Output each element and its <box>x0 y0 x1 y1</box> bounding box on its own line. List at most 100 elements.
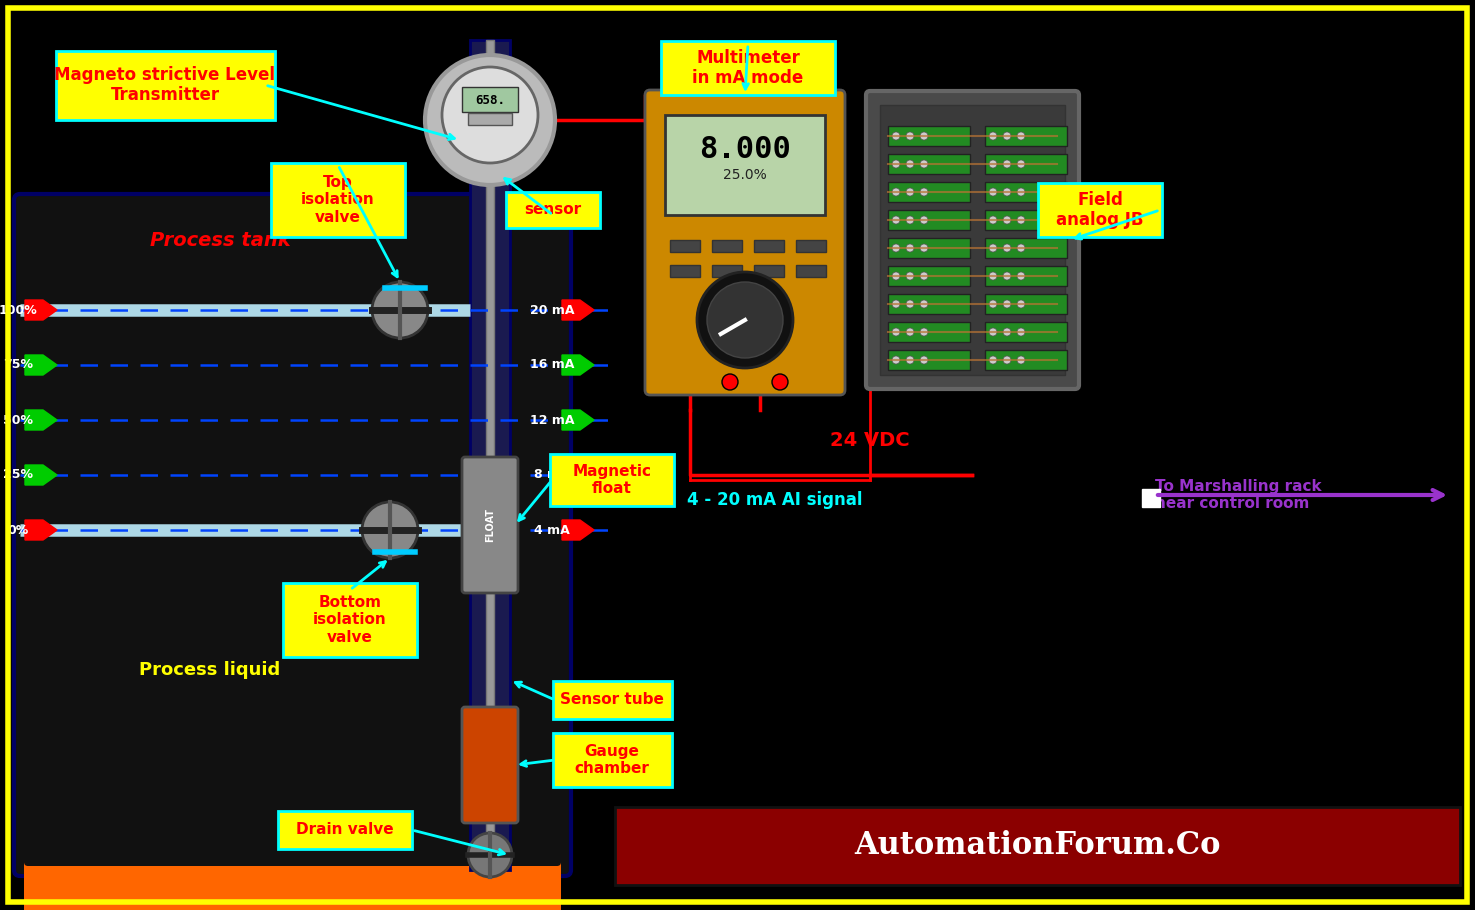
FancyArrow shape <box>25 300 58 320</box>
Bar <box>985 322 1066 342</box>
Circle shape <box>1003 328 1010 336</box>
Circle shape <box>920 328 928 336</box>
Circle shape <box>990 188 997 196</box>
Circle shape <box>698 272 794 368</box>
Circle shape <box>990 132 997 140</box>
Text: 25.0%: 25.0% <box>723 168 767 182</box>
Bar <box>754 240 785 252</box>
Text: 25%: 25% <box>3 469 32 481</box>
Circle shape <box>442 67 538 163</box>
FancyBboxPatch shape <box>553 733 671 787</box>
Text: Gauge
chamber: Gauge chamber <box>575 743 649 776</box>
FancyBboxPatch shape <box>866 91 1080 389</box>
Text: Field
analog JB: Field analog JB <box>1056 190 1143 229</box>
Bar <box>888 294 971 314</box>
Text: 8.000: 8.000 <box>699 136 791 165</box>
Circle shape <box>990 160 997 168</box>
Circle shape <box>1016 188 1025 196</box>
FancyBboxPatch shape <box>462 457 518 593</box>
Circle shape <box>771 374 788 390</box>
Circle shape <box>425 55 555 185</box>
Text: FLOAT: FLOAT <box>485 508 496 542</box>
Bar <box>985 182 1066 202</box>
Circle shape <box>1016 132 1025 140</box>
Text: Top
isolation
valve: Top isolation valve <box>301 175 375 225</box>
Circle shape <box>1003 188 1010 196</box>
Circle shape <box>906 132 914 140</box>
Text: Drain valve: Drain valve <box>296 823 394 837</box>
Circle shape <box>920 356 928 364</box>
Text: 8 mA: 8 mA <box>534 469 569 481</box>
Bar <box>888 322 971 342</box>
Bar <box>888 350 971 370</box>
Text: 24 VDC: 24 VDC <box>830 430 910 450</box>
Bar <box>985 210 1066 230</box>
Circle shape <box>721 374 738 390</box>
Circle shape <box>906 160 914 168</box>
Bar <box>670 265 701 277</box>
Circle shape <box>1016 244 1025 252</box>
FancyBboxPatch shape <box>506 192 600 228</box>
Text: Sensor tube: Sensor tube <box>560 693 664 707</box>
FancyArrow shape <box>25 465 58 485</box>
Text: 12 mA: 12 mA <box>530 413 574 427</box>
Circle shape <box>906 216 914 224</box>
Text: 100%: 100% <box>0 304 37 317</box>
FancyBboxPatch shape <box>645 90 845 395</box>
Bar <box>462 87 518 112</box>
Circle shape <box>990 216 997 224</box>
Bar <box>888 238 971 258</box>
Circle shape <box>892 160 900 168</box>
Bar <box>796 240 826 252</box>
Circle shape <box>892 244 900 252</box>
FancyBboxPatch shape <box>550 454 674 506</box>
Circle shape <box>892 272 900 280</box>
Circle shape <box>990 356 997 364</box>
Circle shape <box>1003 244 1010 252</box>
Circle shape <box>990 300 997 308</box>
Bar <box>670 240 701 252</box>
Bar <box>665 115 825 215</box>
Bar <box>985 350 1066 370</box>
FancyArrow shape <box>562 410 594 430</box>
Text: AutomationForum.Co: AutomationForum.Co <box>854 831 1221 862</box>
Circle shape <box>906 188 914 196</box>
Circle shape <box>892 356 900 364</box>
Text: 50%: 50% <box>3 413 32 427</box>
Text: 4 mA: 4 mA <box>534 523 569 537</box>
Circle shape <box>892 132 900 140</box>
Circle shape <box>920 132 928 140</box>
Text: Multimeter
in mA mode: Multimeter in mA mode <box>692 48 804 87</box>
FancyBboxPatch shape <box>56 50 274 119</box>
FancyArrow shape <box>562 300 594 320</box>
FancyBboxPatch shape <box>661 41 835 95</box>
Circle shape <box>990 328 997 336</box>
Circle shape <box>1016 216 1025 224</box>
FancyArrow shape <box>562 520 594 540</box>
Circle shape <box>892 188 900 196</box>
FancyBboxPatch shape <box>271 163 406 237</box>
Bar <box>615 807 1460 885</box>
Circle shape <box>906 356 914 364</box>
Circle shape <box>892 300 900 308</box>
Bar <box>985 294 1066 314</box>
Text: Bottom
isolation
valve: Bottom isolation valve <box>313 595 386 645</box>
Circle shape <box>892 328 900 336</box>
FancyArrow shape <box>25 410 58 430</box>
Bar <box>888 126 971 146</box>
Text: 75%: 75% <box>3 359 32 371</box>
Bar <box>888 266 971 286</box>
Text: Magneto strictive Level
Transmitter: Magneto strictive Level Transmitter <box>55 66 276 105</box>
Bar <box>985 238 1066 258</box>
Circle shape <box>1016 272 1025 280</box>
Circle shape <box>372 282 428 338</box>
Circle shape <box>906 300 914 308</box>
Bar <box>1142 489 1159 507</box>
Text: To Marshalling rack
near control room: To Marshalling rack near control room <box>1155 479 1322 511</box>
Text: sensor: sensor <box>525 203 581 217</box>
Circle shape <box>920 244 928 252</box>
Bar <box>985 266 1066 286</box>
Text: Process liquid: Process liquid <box>139 661 280 679</box>
Circle shape <box>1016 328 1025 336</box>
Text: 16 mA: 16 mA <box>530 359 574 371</box>
